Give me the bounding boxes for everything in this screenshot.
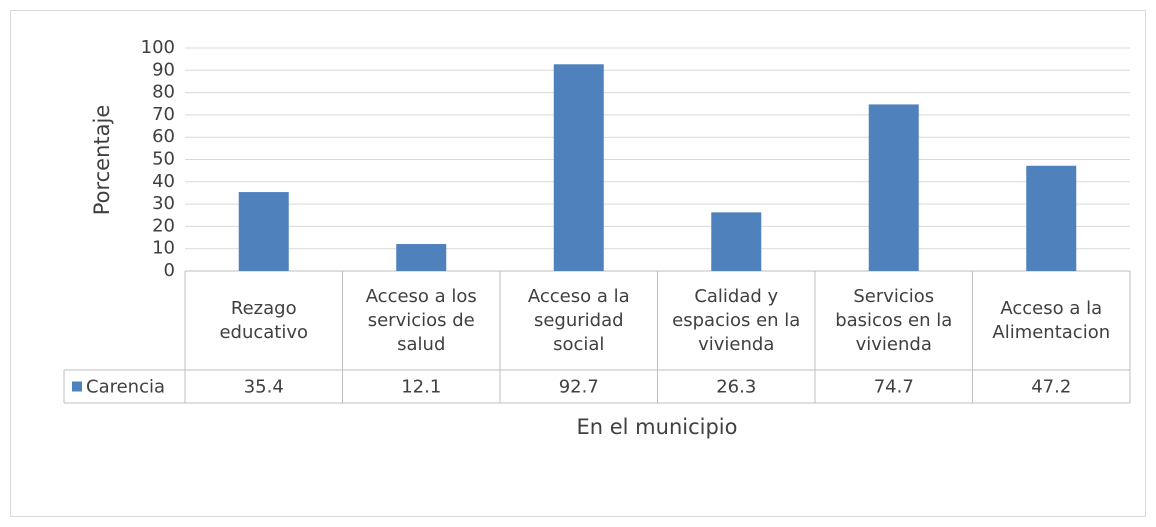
x-category-cell: Servicios basicos en la vivienda — [835, 285, 953, 355]
y-tick-label: 70 — [152, 104, 175, 125]
y-tick-label: 50 — [152, 149, 175, 170]
x-category-cell: Acceso a la Alimentacion — [992, 297, 1111, 343]
bar — [238, 192, 289, 271]
y-tick-label: 0 — [164, 260, 175, 281]
x-tick-label: Calidad y espacios en la vivienda — [672, 285, 801, 355]
x-category-cell: Acceso a la seguridad social — [527, 285, 630, 355]
y-tick-label: 20 — [152, 215, 175, 236]
table-value: 35.4 — [244, 377, 284, 398]
x-category-cell: Acceso a los servicios de salud — [365, 285, 477, 355]
x-tick-label: Acceso a la Alimentacion — [992, 297, 1111, 343]
x-category-cell: Rezago educativo — [219, 297, 309, 343]
y-tick-label: 100 — [141, 37, 175, 58]
bar — [1026, 165, 1077, 271]
y-tick-label: 60 — [152, 126, 175, 147]
legend-key — [72, 381, 82, 392]
table-value: 12.1 — [401, 377, 441, 398]
y-tick-label: 10 — [152, 238, 175, 259]
table-value: 92.7 — [559, 377, 599, 398]
y-tick-label: 30 — [152, 193, 175, 214]
x-tick-label: Acceso a la seguridad social — [527, 285, 630, 355]
bar — [868, 104, 919, 271]
table-value: 26.3 — [716, 377, 756, 398]
bar — [553, 64, 604, 272]
table-value: 47.2 — [1031, 377, 1071, 398]
bar — [711, 212, 762, 271]
y-tick-label: 80 — [152, 82, 175, 103]
x-tick-label: Servicios basicos en la vivienda — [835, 285, 953, 355]
table-value: 74.7 — [874, 377, 914, 398]
x-axis-title: En el municipio — [577, 415, 738, 439]
x-category-cell: Calidad y espacios en la vivienda — [672, 285, 801, 355]
x-tick-label: Acceso a los servicios de salud — [365, 285, 477, 355]
y-tick-label: 40 — [152, 171, 175, 192]
y-tick-label: 90 — [152, 59, 175, 80]
y-axis-title: Porcentaje — [90, 105, 114, 216]
x-tick-label: Rezago educativo — [219, 297, 309, 343]
legend-label: Carencia — [86, 377, 165, 398]
bar — [396, 244, 447, 271]
